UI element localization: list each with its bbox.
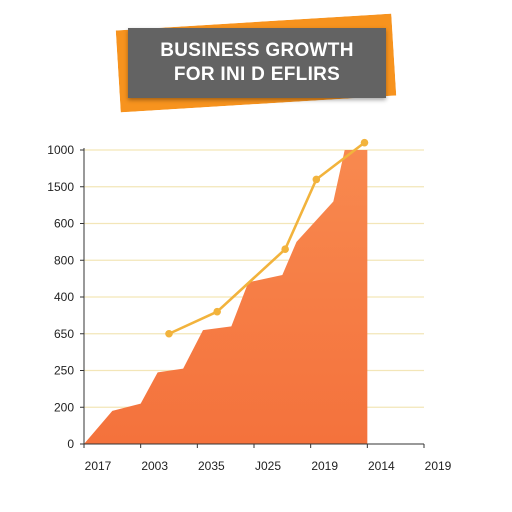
area-fill <box>84 150 368 444</box>
y-tick-label: 400 <box>54 290 74 304</box>
trend-point <box>312 175 321 184</box>
y-tick-label: 1000 <box>47 143 74 157</box>
x-axis-ticks: 2017 2003 2035 J025 2019 2014 2019 <box>83 444 452 473</box>
chart-title-line-2: FOR INI D EFLIRS <box>173 64 341 85</box>
y-tick-label: 200 <box>54 400 74 414</box>
chart-title: BUSINESS GROWTH FOR INI D EFLIRS <box>128 28 386 98</box>
x-tick-label: J025 <box>255 459 281 473</box>
chart-title-line-1: BUSINESS GROWTH <box>160 40 354 61</box>
x-tick-label: 2019 <box>425 459 452 473</box>
trend-point <box>213 307 221 316</box>
y-tick-label: 0 <box>67 437 74 451</box>
x-tick-label: 2003 <box>141 459 168 473</box>
y-tick-label: 800 <box>54 253 74 267</box>
x-tick-label: 2017 <box>85 459 112 473</box>
trend-point <box>281 245 289 254</box>
y-tick-label: 650 <box>54 327 74 341</box>
y-tick-label: 250 <box>54 364 74 378</box>
area-series <box>84 150 368 444</box>
line-series <box>165 138 369 338</box>
trend-point <box>360 138 369 147</box>
trend-point <box>165 329 173 338</box>
x-tick-label: 2035 <box>198 459 225 473</box>
y-tick-label: 600 <box>54 217 74 231</box>
y-tick-label: 1500 <box>47 180 74 194</box>
x-tick-label: 2014 <box>368 459 395 473</box>
x-tick-label: 2019 <box>311 459 338 473</box>
title-banner: BUSINESS GROWTH FOR INI D EFLIRS <box>0 0 512 120</box>
y-axis-ticks: 1000 1500 600 800 400 650 250 200 0 <box>47 143 84 451</box>
